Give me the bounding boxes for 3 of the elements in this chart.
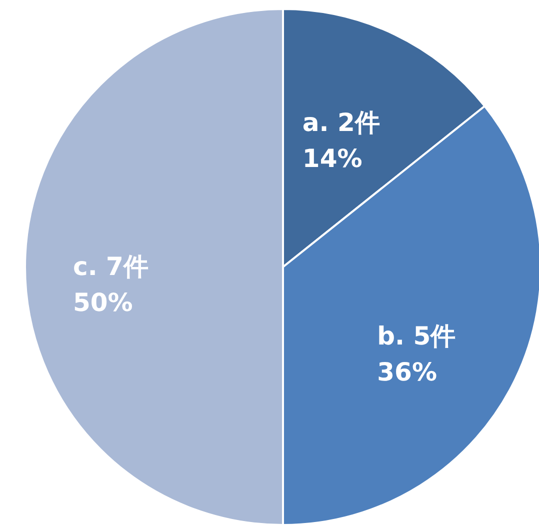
slice-label: c. 7件 50% — [73, 252, 148, 317]
slice-label: b. 5件 36% — [377, 321, 456, 386]
slice-label: a. 2件 14% — [302, 108, 380, 173]
